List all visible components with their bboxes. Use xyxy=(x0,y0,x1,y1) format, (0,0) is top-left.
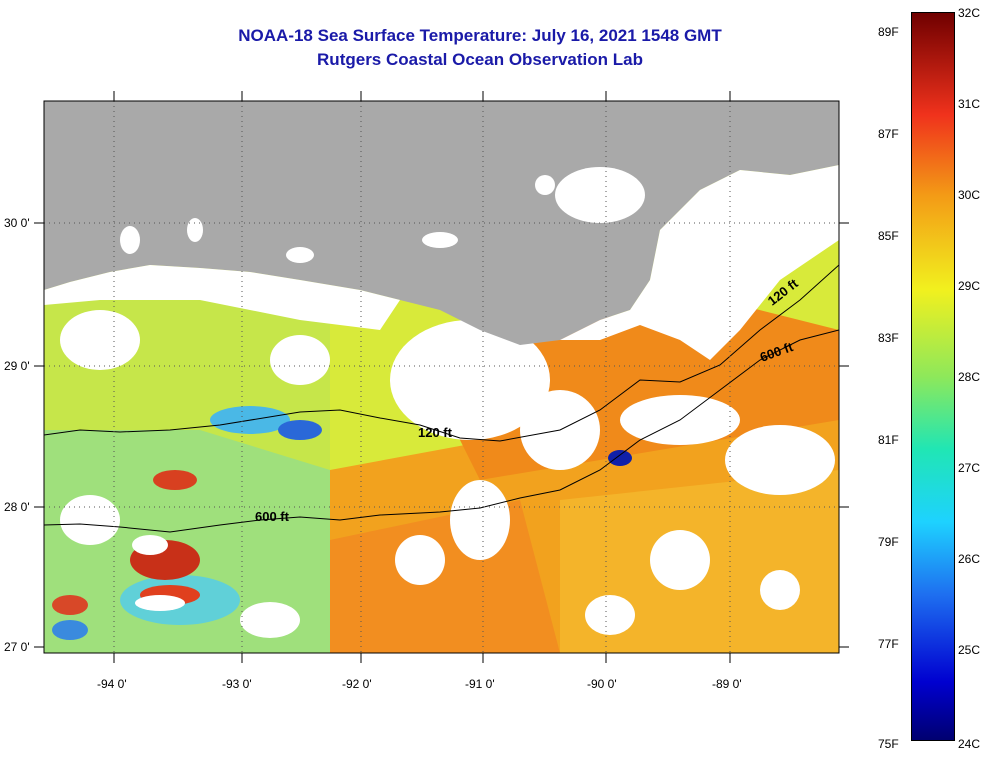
colorbar-celsius-30: 30C xyxy=(958,188,981,202)
contour-600ft xyxy=(44,329,839,533)
contour-label-120ft-a: 120 ft xyxy=(418,425,453,440)
colorbar-fahrenheit-85: 85F xyxy=(878,229,899,243)
colorbar-celsius-24: 24C xyxy=(958,737,981,751)
lon-axis-labels: -94 0' -93 0' -92 0' -91 0' -90 0' -89 0… xyxy=(97,677,742,691)
temperature-colorbar xyxy=(911,12,955,741)
lon-label-91: -91 0' xyxy=(465,677,495,691)
map-frame xyxy=(43,100,840,654)
colorbar-celsius-26: 26C xyxy=(958,552,981,566)
colorbar-celsius-28: 28C xyxy=(958,370,981,384)
lon-label-89: -89 0' xyxy=(712,677,742,691)
colorbar-fahrenheit-77: 77F xyxy=(878,637,899,651)
lon-label-90: -90 0' xyxy=(587,677,617,691)
lat-label-28: 28 0' xyxy=(4,500,30,514)
colorbar-celsius-27: 27C xyxy=(958,461,981,475)
colorbar-celsius-32: 32C xyxy=(958,6,981,20)
lon-label-94: -94 0' xyxy=(97,677,127,691)
colorbar-celsius-31: 31C xyxy=(958,97,981,111)
colorbar-fahrenheit-87: 87F xyxy=(878,127,899,141)
lat-label-27: 27 0' xyxy=(4,640,30,654)
lon-label-92: -92 0' xyxy=(342,677,372,691)
lat-label-30: 30 0' xyxy=(4,216,30,230)
lat-axis-labels: 30 0' 29 0' 28 0' 27 0' xyxy=(4,216,30,654)
contour-label-600ft-a: 600 ft xyxy=(255,509,290,524)
map-title: NOAA-18 Sea Surface Temperature: July 16… xyxy=(238,26,722,45)
colorbar-fahrenheit-89: 89F xyxy=(878,25,899,39)
contour-120ft xyxy=(44,264,839,442)
lat-label-29: 29 0' xyxy=(4,359,30,373)
colorbar-fahrenheit-81: 81F xyxy=(878,433,899,447)
map-subtitle: Rutgers Coastal Ocean Observation Lab xyxy=(317,50,643,69)
sst-field xyxy=(44,101,839,653)
lon-label-93: -93 0' xyxy=(222,677,252,691)
colorbar-fahrenheit-79: 79F xyxy=(878,535,899,549)
colorbar-fahrenheit-75: 75F xyxy=(878,737,899,751)
colorbar-celsius-25: 25C xyxy=(958,643,981,657)
colorbar-fahrenheit-83: 83F xyxy=(878,331,899,345)
colorbar-celsius-29: 29C xyxy=(958,279,981,293)
tick-marks xyxy=(34,91,849,663)
